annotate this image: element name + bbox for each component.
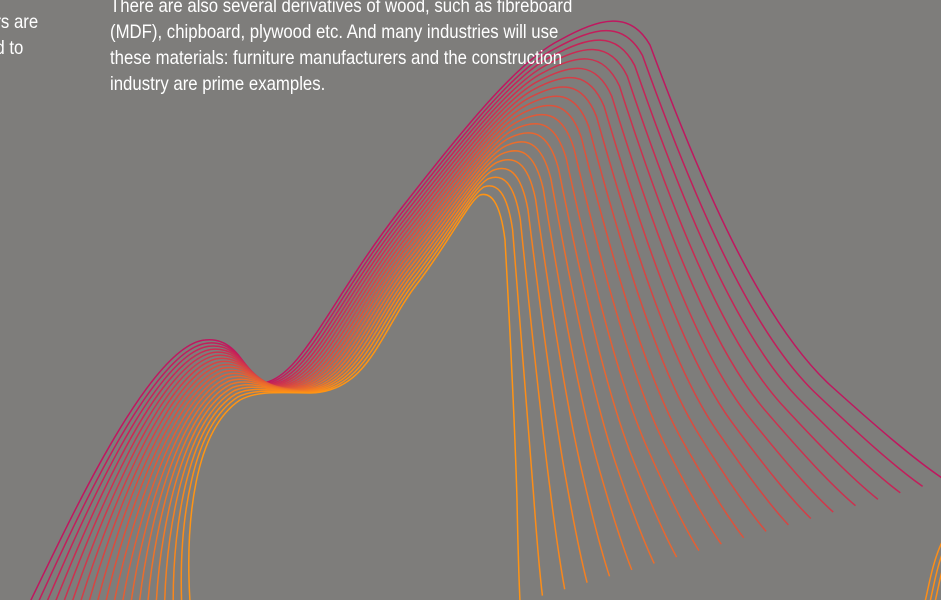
wave-line [180, 185, 544, 600]
wave-line [172, 176, 566, 600]
wave-line [63, 58, 856, 600]
wave-line [188, 193, 521, 600]
wave-line [138, 141, 655, 600]
body-paragraph-line: industry are prime examples. [110, 73, 326, 95]
wave-line [30, 20, 941, 600]
wave-line-fragment [934, 572, 941, 600]
wave-line [105, 104, 745, 600]
partial-paragraph-left: ers are ed to [0, 9, 38, 61]
body-paragraph-line: There are also several derivatives of wo… [110, 0, 573, 17]
wave-line [130, 132, 678, 600]
body-paragraph-line: these materials: furniture manufacturers… [110, 47, 563, 69]
wave-line [88, 86, 789, 600]
body-paragraph-line: (MDF), chipboard, plywood etc. And many … [110, 21, 559, 43]
body-paragraph: There are also several derivatives of wo… [110, 0, 572, 97]
wave-line [122, 123, 700, 600]
wave-line [80, 76, 812, 600]
wave-line [46, 39, 901, 600]
wave-line [55, 48, 879, 600]
wave-line-fragment [929, 555, 941, 600]
wave-line [72, 67, 834, 600]
partial-paragraph-line: ers are [0, 11, 39, 33]
wave-line [164, 167, 588, 600]
wave-line [97, 95, 767, 600]
wave-line-fragment [924, 542, 941, 600]
partial-paragraph-line: ed to [0, 37, 24, 59]
wave-line [113, 113, 722, 600]
wave-line [147, 150, 633, 600]
wave-line [38, 30, 924, 600]
wave-line [155, 158, 611, 600]
